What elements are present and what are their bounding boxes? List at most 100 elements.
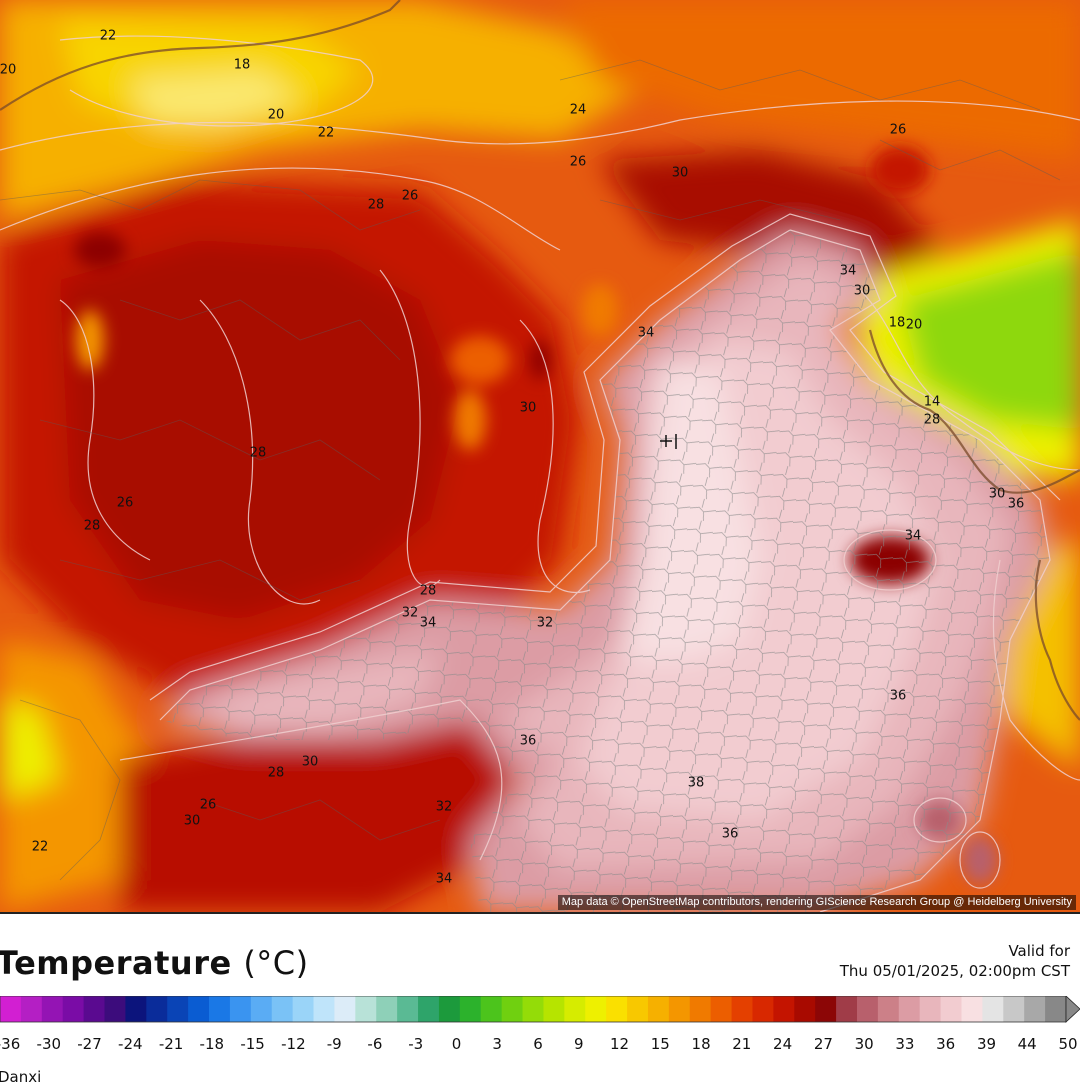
contour-label: 34 <box>638 326 655 341</box>
color-scale-swatch <box>438 996 461 1022</box>
color-scale-tick-label: -27 <box>77 1035 102 1053</box>
contour-label: 18 <box>234 58 251 73</box>
color-scale-tick-label: 9 <box>574 1035 584 1053</box>
model-label: Danxi <box>0 1068 42 1086</box>
color-scale-tick-label: 21 <box>732 1035 751 1053</box>
color-scale-tick-label: 18 <box>692 1035 711 1053</box>
contour-label: 34 <box>436 872 453 887</box>
contour-label: 28 <box>420 584 437 599</box>
isotherm-lines <box>0 35 1080 912</box>
color-scale-swatch <box>0 996 22 1022</box>
color-scale-swatch <box>188 996 210 1022</box>
color-scale-swatch <box>522 996 544 1022</box>
color-scale-swatch <box>647 996 670 1022</box>
color-scale-tick-label: 0 <box>452 1035 462 1053</box>
color-scale-swatch <box>250 996 273 1022</box>
contour-label: 28 <box>84 519 101 534</box>
map-attribution: Map data © OpenStreetMap contributors, r… <box>557 895 1076 910</box>
color-scale-tick-label: 15 <box>651 1035 670 1053</box>
color-scale-tick-label: 33 <box>895 1035 914 1053</box>
color-scale-swatch <box>961 996 983 1022</box>
contour-label: 22 <box>32 840 49 855</box>
color-scale-swatch <box>229 996 252 1022</box>
contour-label: 28 <box>268 766 285 781</box>
color-scale-swatch <box>710 996 733 1022</box>
color-scale-swatch <box>167 996 189 1022</box>
color-scale-swatch <box>397 996 419 1022</box>
legend-title-text: Temperature <box>0 944 232 982</box>
contour-label: 36 <box>722 827 739 842</box>
color-scale-tick-label: -30 <box>37 1035 62 1053</box>
color-scale-tick-label: 30 <box>855 1035 874 1053</box>
color-scale-tick-label: -9 <box>327 1035 342 1053</box>
color-scale-swatch <box>919 996 942 1022</box>
color-scale-swatches <box>0 996 1067 1023</box>
color-scale-swatch <box>1003 996 1025 1022</box>
color-scale-swatch <box>606 996 628 1022</box>
color-scale-swatch <box>794 996 816 1022</box>
contour-label: 34 <box>905 529 922 544</box>
city-marker-icon <box>660 434 677 449</box>
color-scale-swatch <box>564 996 586 1022</box>
color-scale-swatch <box>1024 996 1046 1022</box>
contour-label: 36 <box>520 734 537 749</box>
contour-label: 26 <box>117 496 134 511</box>
county-boundaries <box>160 230 1050 912</box>
color-scale-swatch <box>877 996 900 1022</box>
color-scale-tick-label: 44 <box>1018 1035 1037 1053</box>
color-scale-swatch <box>334 996 356 1022</box>
contour-label: 28 <box>924 413 941 428</box>
color-scale-swatch <box>459 996 482 1022</box>
contour-label: 26 <box>570 155 587 170</box>
contour-label: 34 <box>420 616 437 631</box>
color-scale-swatch <box>668 996 691 1022</box>
color-scale-swatch <box>104 996 126 1022</box>
color-scale-tick-label: -36 <box>0 1035 20 1053</box>
valid-label: Valid for <box>1008 942 1070 960</box>
color-scale-swatch <box>773 996 795 1022</box>
contour-label: 22 <box>100 29 117 44</box>
color-scale-swatch <box>815 996 837 1022</box>
contour-label: 28 <box>250 446 267 461</box>
contour-label: 38 <box>688 776 705 791</box>
color-scale-swatch <box>501 996 524 1022</box>
contour-label: 30 <box>854 284 871 299</box>
color-scale-arrow-icon <box>1065 996 1080 1023</box>
color-scale-tick-label: -18 <box>200 1035 225 1053</box>
color-scale-tick-label: -24 <box>118 1035 143 1053</box>
contour-label: 24 <box>570 103 587 118</box>
color-scale-swatch <box>731 996 753 1022</box>
color-scale-swatch <box>585 996 607 1022</box>
color-scale-swatch <box>1045 996 1067 1022</box>
color-scale-tick-label: -6 <box>367 1035 382 1053</box>
color-scale-swatch <box>355 996 377 1022</box>
contour-label: 14 <box>924 395 941 410</box>
color-scale-tick-label: 24 <box>773 1035 792 1053</box>
color-scale-tick-label: -21 <box>159 1035 184 1053</box>
contour-label: 22 <box>318 126 335 141</box>
contour-label: 26 <box>402 189 419 204</box>
color-scale-tick-label: -15 <box>240 1035 265 1053</box>
color-scale-swatch <box>146 996 168 1022</box>
color-scale-swatch <box>689 996 712 1022</box>
contour-label: 28 <box>368 198 385 213</box>
contour-label: 30 <box>302 755 319 770</box>
color-scale-swatch <box>940 996 962 1022</box>
color-scale-tick-label: 50 <box>1058 1035 1077 1053</box>
legend-title: Temperature (°C) <box>0 944 309 982</box>
contour-label: 36 <box>1008 497 1025 512</box>
color-scale-swatch <box>209 996 231 1022</box>
color-scale-tick-label: 36 <box>936 1035 955 1053</box>
contour-label: 30 <box>184 814 201 829</box>
color-scale-swatch <box>543 996 565 1022</box>
color-scale-swatch <box>292 996 315 1022</box>
contour-label: 30 <box>672 166 689 181</box>
color-scale-swatch <box>376 996 398 1022</box>
valid-time: Thu 05/01/2025, 02:00pm CST <box>839 962 1070 980</box>
contour-label: 30 <box>989 487 1006 502</box>
district-borders <box>0 59 1061 881</box>
contour-label: 32 <box>402 606 419 621</box>
color-scale-swatch <box>83 996 106 1022</box>
temperature-map[interactable]: 22 18 20 20 22 24 26 26 30 28 26 34 30 18 20 34 14 28 30 28… <box>0 0 1080 912</box>
